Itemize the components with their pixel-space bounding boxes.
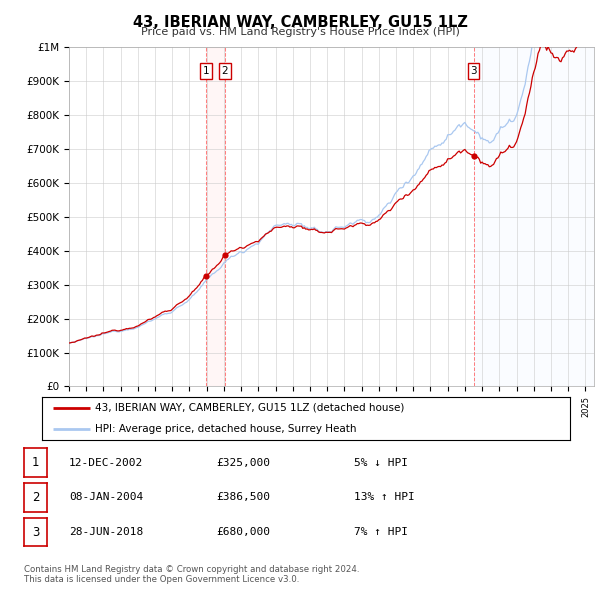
Text: This data is licensed under the Open Government Licence v3.0.: This data is licensed under the Open Gov…	[24, 575, 299, 584]
Text: 2: 2	[32, 491, 39, 504]
Text: 2: 2	[221, 66, 228, 76]
Text: 3: 3	[32, 526, 39, 539]
Text: 43, IBERIAN WAY, CAMBERLEY, GU15 1LZ (detached house): 43, IBERIAN WAY, CAMBERLEY, GU15 1LZ (de…	[95, 403, 404, 412]
Bar	[473, 47, 594, 386]
Text: 5% ↓ HPI: 5% ↓ HPI	[354, 458, 408, 467]
Text: £680,000: £680,000	[216, 527, 270, 537]
Text: £386,500: £386,500	[216, 493, 270, 502]
Text: 43, IBERIAN WAY, CAMBERLEY, GU15 1LZ: 43, IBERIAN WAY, CAMBERLEY, GU15 1LZ	[133, 15, 467, 30]
Text: 7% ↑ HPI: 7% ↑ HPI	[354, 527, 408, 537]
Text: 28-JUN-2018: 28-JUN-2018	[69, 527, 143, 537]
Text: Price paid vs. HM Land Registry's House Price Index (HPI): Price paid vs. HM Land Registry's House …	[140, 27, 460, 37]
Text: 3: 3	[470, 66, 477, 76]
Text: 12-DEC-2002: 12-DEC-2002	[69, 458, 143, 467]
Text: HPI: Average price, detached house, Surrey Heath: HPI: Average price, detached house, Surr…	[95, 424, 356, 434]
Bar	[206, 47, 225, 386]
Text: 08-JAN-2004: 08-JAN-2004	[69, 493, 143, 502]
Text: Contains HM Land Registry data © Crown copyright and database right 2024.: Contains HM Land Registry data © Crown c…	[24, 565, 359, 573]
Text: 1: 1	[203, 66, 209, 76]
Text: £325,000: £325,000	[216, 458, 270, 467]
Text: 1: 1	[32, 456, 39, 469]
Text: 13% ↑ HPI: 13% ↑ HPI	[354, 493, 415, 502]
